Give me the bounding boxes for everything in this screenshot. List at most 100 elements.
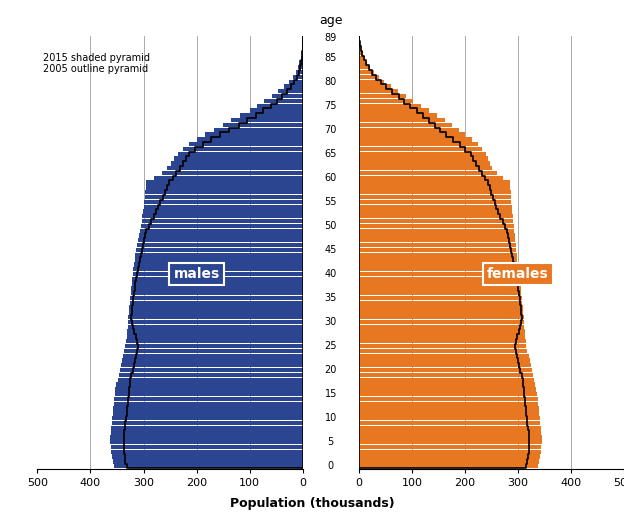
Bar <box>129 305 303 310</box>
Bar <box>359 104 421 108</box>
Text: 35: 35 <box>324 293 337 303</box>
Text: 40: 40 <box>324 269 337 279</box>
Bar <box>213 128 303 132</box>
Bar <box>113 411 303 416</box>
Bar <box>359 435 542 440</box>
Bar <box>359 406 539 411</box>
Bar <box>359 296 522 300</box>
Bar <box>359 272 519 276</box>
Bar <box>359 353 529 358</box>
Bar <box>134 262 303 267</box>
Bar <box>359 334 525 339</box>
Text: 30: 30 <box>324 317 337 327</box>
Bar <box>359 358 530 363</box>
Bar <box>359 324 524 329</box>
Bar <box>113 459 303 464</box>
Bar <box>110 440 303 444</box>
Text: females: females <box>487 267 548 281</box>
Bar <box>359 190 511 195</box>
Bar <box>359 219 513 224</box>
Bar <box>359 113 437 117</box>
Text: 15: 15 <box>324 389 337 399</box>
Bar <box>301 56 303 60</box>
Bar <box>359 392 537 397</box>
Bar <box>359 425 541 430</box>
Bar <box>145 195 303 199</box>
Bar <box>359 180 510 185</box>
Text: 45: 45 <box>324 245 337 255</box>
Bar <box>359 224 514 228</box>
Bar <box>188 142 303 146</box>
Bar <box>128 315 303 319</box>
Bar <box>223 123 303 127</box>
Bar <box>137 243 303 247</box>
Bar <box>359 459 539 464</box>
Bar <box>240 113 303 117</box>
Bar <box>134 267 303 271</box>
Text: 60: 60 <box>324 173 337 183</box>
Bar <box>359 171 497 175</box>
Bar <box>112 454 303 459</box>
Bar <box>359 99 414 103</box>
Bar <box>284 84 303 89</box>
Bar <box>359 75 379 79</box>
Bar <box>359 151 486 156</box>
Bar <box>296 70 303 74</box>
Bar <box>142 214 303 218</box>
Text: 65: 65 <box>324 149 337 159</box>
Bar <box>110 445 303 449</box>
Bar <box>359 123 452 127</box>
Bar <box>359 157 488 161</box>
Text: 85: 85 <box>324 53 337 63</box>
Bar <box>359 411 539 416</box>
Bar <box>117 382 303 387</box>
Bar <box>359 450 541 454</box>
Bar <box>171 161 303 166</box>
Bar <box>359 46 361 50</box>
Text: 0: 0 <box>328 461 334 471</box>
Bar <box>359 267 519 271</box>
Bar <box>359 195 511 199</box>
Bar <box>359 132 465 137</box>
Bar <box>178 151 303 156</box>
Bar <box>359 147 482 151</box>
Bar <box>127 320 303 324</box>
Bar <box>127 334 303 339</box>
Bar <box>359 281 520 286</box>
Text: males: males <box>173 267 220 281</box>
Bar <box>359 70 374 74</box>
Bar <box>115 392 303 397</box>
Bar <box>145 185 303 190</box>
Bar <box>359 142 478 146</box>
Bar <box>162 171 303 175</box>
Bar <box>359 291 521 296</box>
Bar <box>111 450 303 454</box>
Bar <box>359 204 512 209</box>
Bar <box>359 421 540 425</box>
Bar <box>132 277 303 281</box>
Bar <box>359 402 538 406</box>
Text: Population (thousands): Population (thousands) <box>230 497 394 510</box>
Bar <box>359 464 538 469</box>
Bar <box>140 229 303 233</box>
Bar <box>298 65 303 70</box>
Bar <box>265 99 303 103</box>
Bar <box>359 258 517 262</box>
Text: 80: 80 <box>324 77 337 87</box>
Bar <box>117 377 303 382</box>
Bar <box>359 339 526 344</box>
Bar <box>139 233 303 238</box>
Bar <box>257 104 303 108</box>
Bar <box>359 305 523 310</box>
Bar <box>359 94 406 98</box>
Text: 89: 89 <box>324 33 337 43</box>
Bar <box>359 349 527 353</box>
Bar <box>154 176 303 180</box>
Bar <box>359 56 364 60</box>
Bar <box>301 50 303 55</box>
Bar <box>124 353 303 358</box>
Bar <box>114 397 303 401</box>
Bar <box>359 118 445 123</box>
Bar <box>359 377 534 382</box>
Bar <box>359 416 540 420</box>
